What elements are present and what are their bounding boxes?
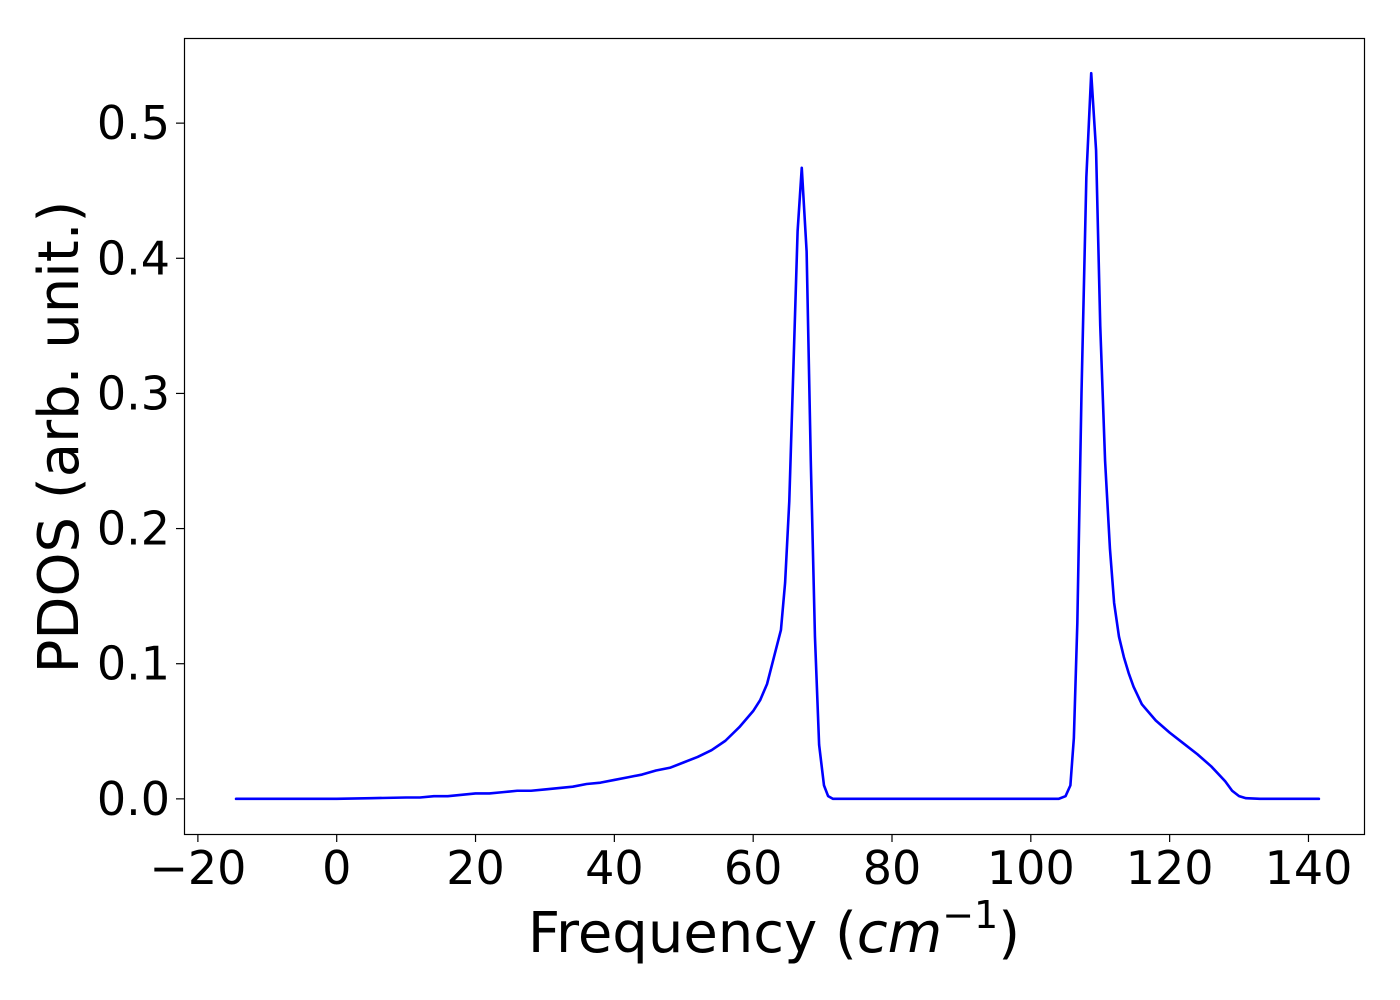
x-axis-label-exponent: −1 bbox=[942, 893, 998, 937]
y-axis-label: PDOS (arb. unit.) bbox=[27, 201, 92, 674]
x-axis-ticks: −20 0 20 40 60 80 100 120 140 bbox=[149, 834, 1352, 895]
y-tick-label: 0.4 bbox=[97, 231, 170, 285]
x-tick-label: 80 bbox=[863, 841, 922, 895]
x-axis-label: Frequency (cm−1) bbox=[528, 893, 1020, 966]
plot-frame bbox=[183, 37, 1366, 836]
x-tick-label: 60 bbox=[724, 841, 783, 895]
x-axis-label-unit: cm bbox=[857, 901, 942, 966]
y-tick-label: 0.1 bbox=[97, 637, 170, 691]
y-axis-ticks: 0.0 0.1 0.2 0.3 0.4 0.5 bbox=[97, 96, 184, 826]
x-axis-label-suffix: ) bbox=[998, 901, 1020, 966]
y-tick-label: 0.2 bbox=[97, 502, 170, 556]
x-tick-label: 20 bbox=[446, 841, 505, 895]
x-tick-label: 40 bbox=[585, 841, 644, 895]
y-tick-label: 0.3 bbox=[97, 366, 170, 420]
x-axis-label-prefix: Frequency ( bbox=[528, 901, 857, 966]
x-tick-label: 120 bbox=[1126, 841, 1214, 895]
y-tick-label: 0.0 bbox=[97, 772, 170, 826]
y-tick-label: 0.5 bbox=[97, 96, 170, 150]
x-tick-label: 0 bbox=[322, 841, 351, 895]
x-tick-label: −20 bbox=[149, 841, 246, 895]
x-tick-label: 100 bbox=[987, 841, 1075, 895]
x-tick-label: 140 bbox=[1265, 841, 1353, 895]
pdos-series-line bbox=[234, 71, 1321, 801]
